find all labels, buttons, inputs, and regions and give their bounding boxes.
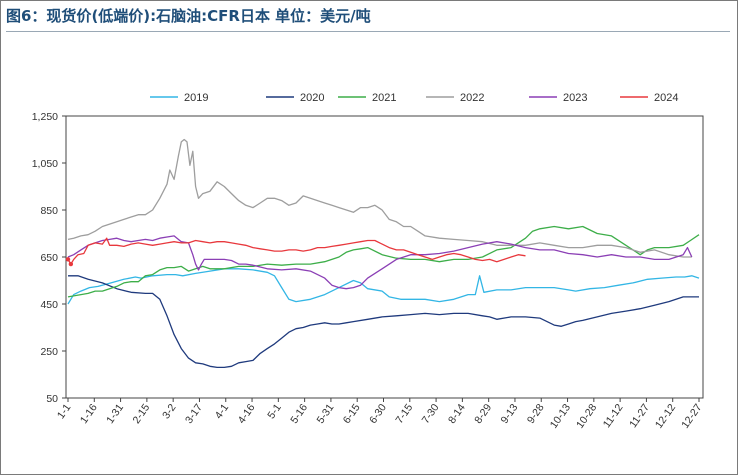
x-tick-label: 12-12 — [653, 402, 678, 431]
plot-area — [65, 115, 704, 399]
chart-title: 图6：现货价(低端价):石脑油:CFR日本 单位：美元/吨 — [6, 7, 371, 25]
series-line-2020 — [68, 275, 699, 369]
x-axis: 1-1 1-16 1-31 2-15 3-2 3-17 4-1 4-16 5-1 5-16 5-31… — [55, 398, 705, 431]
series-marker-2024 — [65, 257, 71, 262]
series-line-2023 — [67, 235, 693, 290]
legend-label-2024: 2024 — [654, 92, 678, 104]
y-axis: 50 250 450 650 850 1,050 1,250 — [32, 111, 66, 405]
series-lines — [65, 138, 700, 369]
x-tick-label: 6-15 — [341, 402, 363, 426]
x-tick-label: 4-1 — [213, 402, 232, 421]
x-tick-label: 1-31 — [104, 402, 126, 426]
x-tick-label: 3-17 — [183, 402, 205, 426]
y-tick-label: 850 — [40, 205, 58, 217]
x-tick-label: 1-16 — [78, 402, 100, 426]
x-tick-label: 7-30 — [420, 402, 442, 426]
y-tick-label: 650 — [40, 252, 58, 264]
series-line-2022 — [67, 138, 692, 258]
x-tick-label: 3-2 — [160, 402, 179, 421]
series-line-2021 — [67, 225, 700, 298]
x-tick-label: 5-31 — [314, 402, 336, 426]
x-tick-label: 12-27 — [679, 402, 704, 431]
y-tick-label: 450 — [40, 299, 58, 311]
x-tick-label: 2-15 — [130, 402, 152, 426]
x-tick-label: 7-15 — [393, 402, 415, 426]
x-tick-label: 8-14 — [446, 402, 468, 426]
y-tick-label: 50 — [46, 393, 58, 405]
y-tick-label: 250 — [40, 346, 58, 358]
x-tick-label: 11-27 — [627, 402, 652, 430]
x-tick-label: 11-12 — [601, 402, 626, 430]
series-line-2024 — [67, 237, 526, 265]
x-tick-label: 10-13 — [548, 402, 573, 431]
x-tick-label: 10-28 — [574, 402, 599, 431]
legend-label-2021: 2021 — [372, 92, 396, 104]
x-tick-label: 8-29 — [472, 402, 494, 426]
x-tick-label: 4-16 — [236, 402, 258, 426]
x-tick-label: 5-1 — [265, 402, 284, 421]
x-tick-label: 5-16 — [288, 402, 310, 426]
x-tick-label: 6-30 — [367, 402, 389, 426]
legend-label-2019: 2019 — [184, 92, 208, 104]
legend: 2019 2020 2021 2022 2023 2024 — [150, 92, 678, 104]
x-tick-label: 9-13 — [499, 402, 521, 426]
legend-label-2023: 2023 — [563, 92, 587, 104]
series-marker-2024 — [68, 261, 74, 267]
legend-label-2022: 2022 — [460, 92, 484, 104]
series-line-2019 — [67, 268, 700, 305]
y-tick-label: 1,050 — [32, 158, 58, 170]
x-tick-label: 9-28 — [525, 402, 547, 426]
title-divider — [6, 31, 730, 32]
y-tick-label: 1,250 — [32, 111, 58, 123]
legend-label-2020: 2020 — [300, 92, 324, 104]
